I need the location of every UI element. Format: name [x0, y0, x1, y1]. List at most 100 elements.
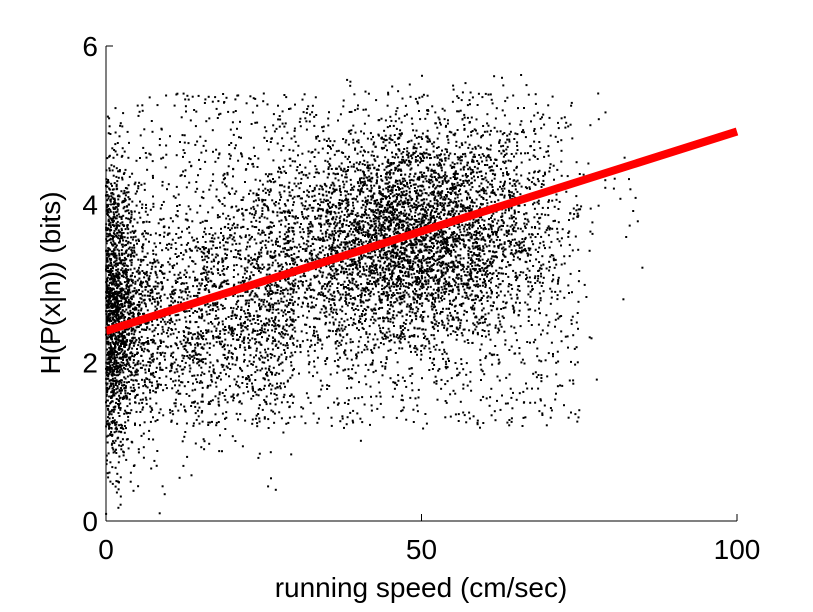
scatter-point [291, 401, 294, 404]
scatter-point [278, 302, 281, 305]
scatter-point [229, 234, 232, 237]
scatter-point [194, 343, 197, 346]
scatter-point [191, 236, 194, 239]
scatter-point [127, 313, 130, 315]
scatter-point [112, 156, 115, 159]
scatter-point [240, 236, 243, 239]
scatter-point [137, 383, 140, 385]
scatter-point [205, 310, 208, 313]
scatter-point [469, 263, 472, 265]
scatter-point [115, 269, 118, 272]
scatter-point [540, 272, 542, 275]
scatter-point [252, 274, 255, 276]
scatter-point [272, 319, 275, 322]
scatter-point [484, 279, 486, 282]
scatter-point [280, 309, 283, 312]
scatter-point [173, 361, 176, 364]
scatter-point [503, 242, 506, 245]
scatter-point [115, 244, 118, 247]
scatter-point [338, 321, 341, 324]
scatter-point [115, 317, 118, 320]
scatter-point [296, 166, 299, 168]
scatter-point [137, 344, 140, 347]
scatter-point [184, 269, 187, 272]
scatter-point [165, 366, 168, 369]
scatter-point [121, 309, 124, 312]
scatter-point [122, 359, 124, 361]
scatter-point [134, 235, 137, 238]
scatter-point [232, 256, 235, 258]
scatter-point [221, 320, 224, 323]
scatter-point [391, 211, 393, 214]
scatter-point [423, 249, 426, 252]
scatter-point [257, 264, 260, 267]
scatter-point [255, 286, 258, 289]
scatter-point [128, 332, 130, 335]
scatter-point [127, 412, 130, 414]
scatter-point [121, 349, 124, 352]
scatter-point [106, 115, 109, 118]
scatter-point [411, 308, 414, 311]
scatter-point [131, 252, 134, 254]
scatter-point [122, 262, 125, 265]
scatter-point [144, 371, 147, 374]
scatter-point [209, 184, 212, 187]
scatter-point [135, 371, 138, 374]
scatter-point [111, 422, 114, 425]
scatter-point [230, 234, 233, 237]
scatter-point [343, 167, 346, 170]
scatter-point [261, 336, 263, 339]
scatter-point [252, 360, 255, 363]
scatter-point [118, 237, 121, 240]
scatter-point [147, 321, 150, 324]
scatter-point [199, 168, 202, 170]
scatter-point [404, 202, 407, 205]
scatter-point [297, 182, 300, 185]
scatter-point [217, 262, 219, 265]
scatter-point [278, 372, 281, 375]
scatter-point [351, 240, 354, 243]
scatter-point [258, 228, 260, 231]
scatter-point [389, 258, 392, 261]
scatter-point [373, 344, 376, 347]
scatter-point [212, 302, 214, 305]
scatter-point [119, 291, 122, 293]
scatter-point [155, 253, 158, 256]
scatter-point [462, 153, 464, 156]
scatter-point [111, 400, 114, 403]
scatter-point [169, 257, 172, 260]
scatter-point [242, 341, 245, 344]
scatter-point [412, 296, 415, 299]
scatter-point [434, 291, 437, 294]
scatter-point [217, 400, 220, 403]
scatter-point [136, 351, 139, 354]
scatter-point [258, 304, 260, 307]
scatter-point [364, 320, 366, 322]
scatter-point [133, 244, 135, 247]
scatter-point [111, 389, 114, 392]
scatter-point [112, 313, 114, 316]
scatter-point [107, 377, 110, 380]
scatter-point [119, 407, 122, 409]
scatter-point [328, 211, 331, 213]
scatter-point [235, 307, 238, 310]
scatter-point [109, 382, 112, 385]
scatter-point [256, 333, 259, 336]
scatter-point [285, 356, 288, 359]
scatter-point [112, 207, 115, 210]
scatter-point [387, 185, 390, 188]
scatter-point [458, 260, 461, 263]
scatter-point [307, 235, 310, 238]
scatter-point [113, 389, 116, 391]
scatter-point [110, 384, 113, 387]
scatter-point [128, 203, 130, 206]
scatter-point [204, 227, 206, 230]
scatter-point [264, 286, 267, 289]
scatter-point [170, 362, 173, 365]
scatter-point [125, 308, 128, 311]
scatter-point [408, 283, 411, 286]
scatter-point [277, 312, 280, 315]
scatter-point [366, 222, 369, 225]
scatter-point [125, 301, 128, 304]
scatter-point [115, 374, 118, 377]
